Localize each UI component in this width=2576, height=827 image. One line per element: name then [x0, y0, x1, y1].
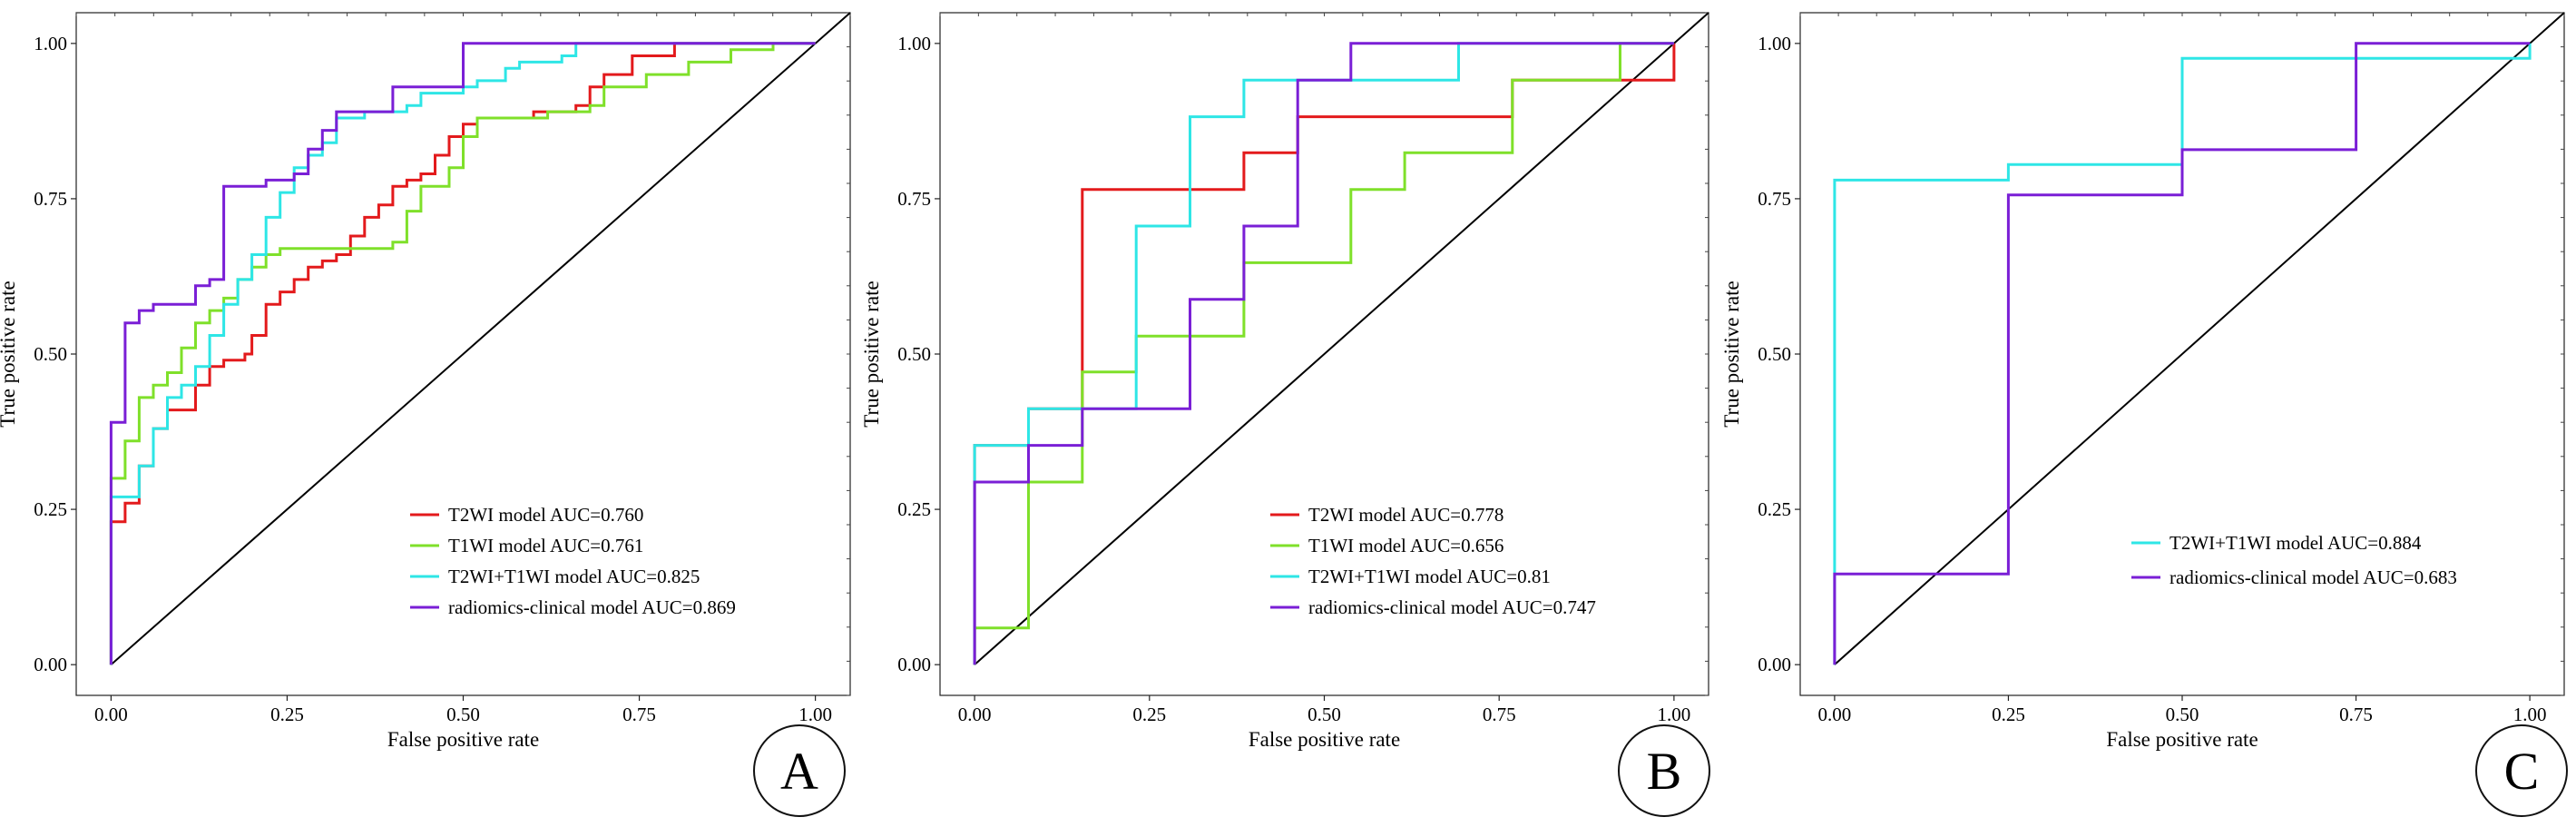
x-tick-label: 0.50 [2166, 704, 2199, 725]
x-tick-label: 1.00 [1658, 704, 1691, 725]
x-tick-label: 0.50 [1308, 704, 1341, 725]
x-axis-title: False positive rate [2106, 728, 2258, 751]
roc-curve-radiomics [1833, 42, 2531, 665]
y-axis-title: True positive rate [860, 281, 883, 427]
roc-curve-t2wi [109, 42, 816, 665]
legend-label: T2WI+T1WI model AUC=0.884 [2170, 532, 2422, 554]
y-axis-title: True positive rate [0, 281, 19, 427]
legend: T2WI model AUC=0.760 T1WI model AUC=0.761… [410, 504, 736, 618]
panel-b: 0.00 0.25 0.50 0.75 1.00 0.00 0.25 0.50 0.75 1.00… [860, 12, 1710, 817]
panel-label-circle [753, 724, 846, 817]
x-tick-label: 1.00 [2513, 704, 2547, 725]
roc-curve-combined [1833, 43, 2532, 665]
frame-ticks [939, 12, 1709, 696]
y-tick-label: 0.25 [34, 498, 67, 520]
legend-label: T2WI+T1WI model AUC=0.81 [1308, 566, 1551, 587]
y-tick-label: 0.25 [1758, 498, 1791, 520]
legend-label: T2WI model AUC=0.778 [1308, 504, 1503, 526]
y-tick-label: 1.00 [897, 33, 931, 54]
panel-label-circle [2475, 724, 2568, 817]
x-tick-label: 0.75 [622, 704, 656, 725]
legend-label: radiomics-clinical model AUC=0.869 [448, 596, 736, 618]
legend-label: T1WI model AUC=0.656 [1308, 535, 1503, 556]
x-tick-label: 0.00 [958, 704, 992, 725]
frame-ticks [75, 12, 851, 696]
panel-a: 0.00 0.25 0.50 0.75 1.00 0.00 0.25 0.50 0.75 1.00… [0, 12, 851, 817]
panel-label: A [780, 742, 818, 801]
legend-label: T2WI model AUC=0.760 [448, 504, 643, 526]
x-tick-label: 0.25 [1992, 704, 2025, 725]
chance-diagonal [110, 12, 851, 665]
chance-diagonal [1834, 12, 2565, 665]
x-tick-label: 0.25 [1132, 704, 1166, 725]
panel-c: 0.00 0.25 0.50 0.75 1.00 0.00 0.25 0.50 0.75 1.00… [1720, 12, 2568, 817]
y-tick-label: 0.00 [34, 654, 67, 675]
panel-label: B [1647, 742, 1682, 801]
frame-ticks [1799, 12, 2565, 696]
legend-label: T2WI+T1WI model AUC=0.825 [448, 566, 700, 587]
legend-label: radiomics-clinical model AUC=0.683 [2170, 566, 2457, 588]
x-axis-title: False positive rate [1249, 728, 1400, 751]
x-tick-label: 0.25 [270, 704, 304, 725]
y-tick-label: 1.00 [1758, 33, 1791, 54]
y-tick-label: 0.50 [1758, 343, 1791, 365]
panel-label: C [2504, 742, 2540, 801]
x-tick-label: 0.00 [94, 704, 128, 725]
y-tick-label: 0.75 [1758, 188, 1791, 210]
chance-diagonal [974, 12, 1709, 665]
legend-label: T1WI model AUC=0.761 [448, 535, 643, 556]
x-tick-label: 1.00 [798, 704, 832, 725]
x-tick-label: 0.75 [1483, 704, 1516, 725]
y-tick-label: 0.75 [34, 188, 67, 210]
x-tick-label: 0.50 [446, 704, 480, 725]
y-axis-title: True positive rate [1720, 281, 1743, 427]
panel-label-circle [1618, 724, 1710, 817]
y-tick-label: 0.00 [897, 654, 931, 675]
legend: T2WI model AUC=0.778 T1WI model AUC=0.656… [1270, 504, 1596, 618]
y-tick-label: 1.00 [34, 33, 67, 54]
x-tick-label: 0.00 [1818, 704, 1852, 725]
y-tick-label: 0.00 [1758, 654, 1791, 675]
legend-label: radiomics-clinical model AUC=0.747 [1308, 596, 1596, 618]
y-tick-label: 0.50 [34, 343, 67, 365]
roc-curve-radiomics [109, 42, 816, 665]
y-tick-label: 0.25 [897, 498, 931, 520]
x-tick-label: 0.75 [2339, 704, 2373, 725]
y-tick-label: 0.75 [897, 188, 931, 210]
legend: T2WI+T1WI model AUC=0.884 radiomics-clini… [2131, 532, 2457, 588]
roc-curve-t1wi [109, 42, 816, 665]
x-axis-title: False positive rate [387, 728, 539, 751]
y-tick-label: 0.50 [897, 343, 931, 365]
roc-curve-radiomics [973, 42, 1674, 665]
